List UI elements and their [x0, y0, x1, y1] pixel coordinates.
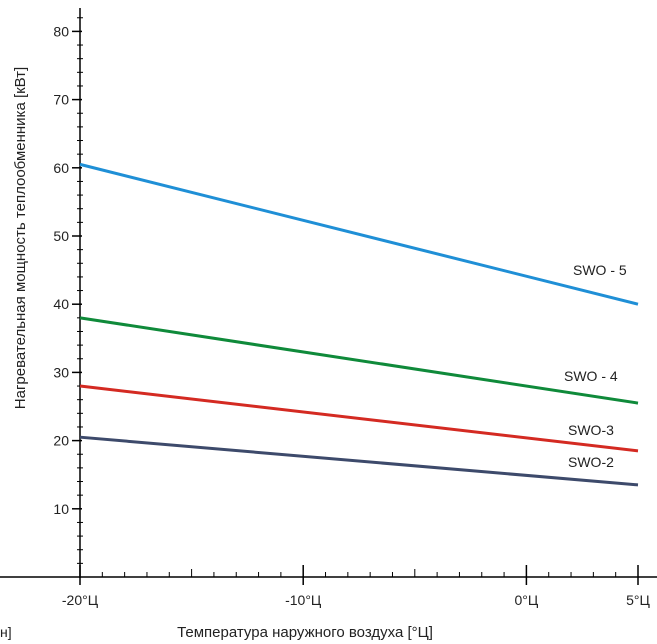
series-labels: SWO - 5 SWO - 4 SWO-3 SWO-2	[564, 262, 627, 470]
x-tick-label: 5°Ц	[626, 592, 650, 608]
x-tick-label: -20°Ц	[62, 592, 99, 608]
series-line	[79, 316, 639, 405]
y-tick-label: 40	[53, 296, 69, 312]
series-line	[79, 435, 639, 487]
series-line	[79, 384, 639, 453]
series-label: SWO - 4	[564, 368, 618, 384]
series-lines	[79, 162, 639, 487]
series-line	[79, 162, 639, 306]
cropped-text: н]	[0, 624, 12, 640]
series-label: SWO - 5	[573, 262, 627, 278]
y-axis-title: Нагревательная мощность теплообменника […	[12, 67, 29, 409]
y-tick-label: 80	[53, 23, 69, 39]
series-label: SWO-3	[568, 422, 614, 438]
y-tick-label: 20	[53, 433, 69, 449]
x-axis-title: Температура наружного воздуха [°Ц]	[177, 624, 433, 641]
axes: 10 20 30 40 50 60 70 80 -20°Ц -10°Ц 0°Ц 5°Ц	[0, 8, 657, 608]
y-tick-label: 60	[53, 160, 69, 176]
series-label: SWO-2	[568, 454, 614, 470]
x-tick-label: 0°Ц	[515, 592, 539, 608]
y-tick-label: 50	[53, 228, 69, 244]
y-tick-label: 30	[53, 364, 69, 380]
y-tick-label: 70	[53, 92, 69, 108]
x-tick-label: -10°Ц	[285, 592, 322, 608]
y-tick-label: 10	[53, 501, 69, 517]
